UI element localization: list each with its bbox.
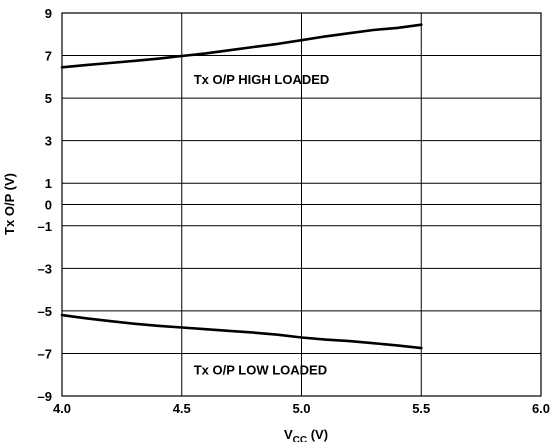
x-tick-labels: 4.0 4.5 5.0 5.5 6.0 xyxy=(53,401,550,416)
y-tick-label-2: 5 xyxy=(45,91,52,106)
y-tick-label-8: –5 xyxy=(38,304,52,319)
x-tick-label-2: 5.0 xyxy=(292,401,310,416)
y-tick-label-3: 3 xyxy=(45,134,52,149)
plot-frame xyxy=(61,12,542,397)
y-tick-label-1: 7 xyxy=(45,49,52,64)
x-tick-label-1: 4.5 xyxy=(173,401,191,416)
y-axis-title: Tx O/P (V) xyxy=(2,173,17,235)
x-axis-title: VCC (V) xyxy=(284,427,328,442)
series-line-1 xyxy=(60,313,423,350)
x-tick-label-0: 4.0 xyxy=(53,401,71,416)
annotations: Tx O/P HIGH LOADED Tx O/P LOW LOADED xyxy=(194,72,330,377)
annotation-0: Tx O/P HIGH LOADED xyxy=(194,72,330,87)
series-line-0 xyxy=(60,23,423,69)
y-tick-label-6: –1 xyxy=(38,219,52,234)
x-tick-label-4: 6.0 xyxy=(532,401,550,416)
y-tick-label-10: –9 xyxy=(38,389,52,404)
y-tick-label-9: –7 xyxy=(38,346,52,361)
y-tick-label-4: 1 xyxy=(45,176,52,191)
x-tick-label-3: 5.5 xyxy=(412,401,430,416)
y-tick-labels: 9 7 5 3 1 0 –1 –3 –5 –7 –9 xyxy=(38,6,52,404)
y-tick-label-5: 0 xyxy=(45,198,52,213)
series-lines xyxy=(60,23,423,350)
y-tick-label-0: 9 xyxy=(45,6,52,21)
y-tick-label-7: –3 xyxy=(38,261,52,276)
annotation-1: Tx O/P LOW LOADED xyxy=(194,362,327,377)
